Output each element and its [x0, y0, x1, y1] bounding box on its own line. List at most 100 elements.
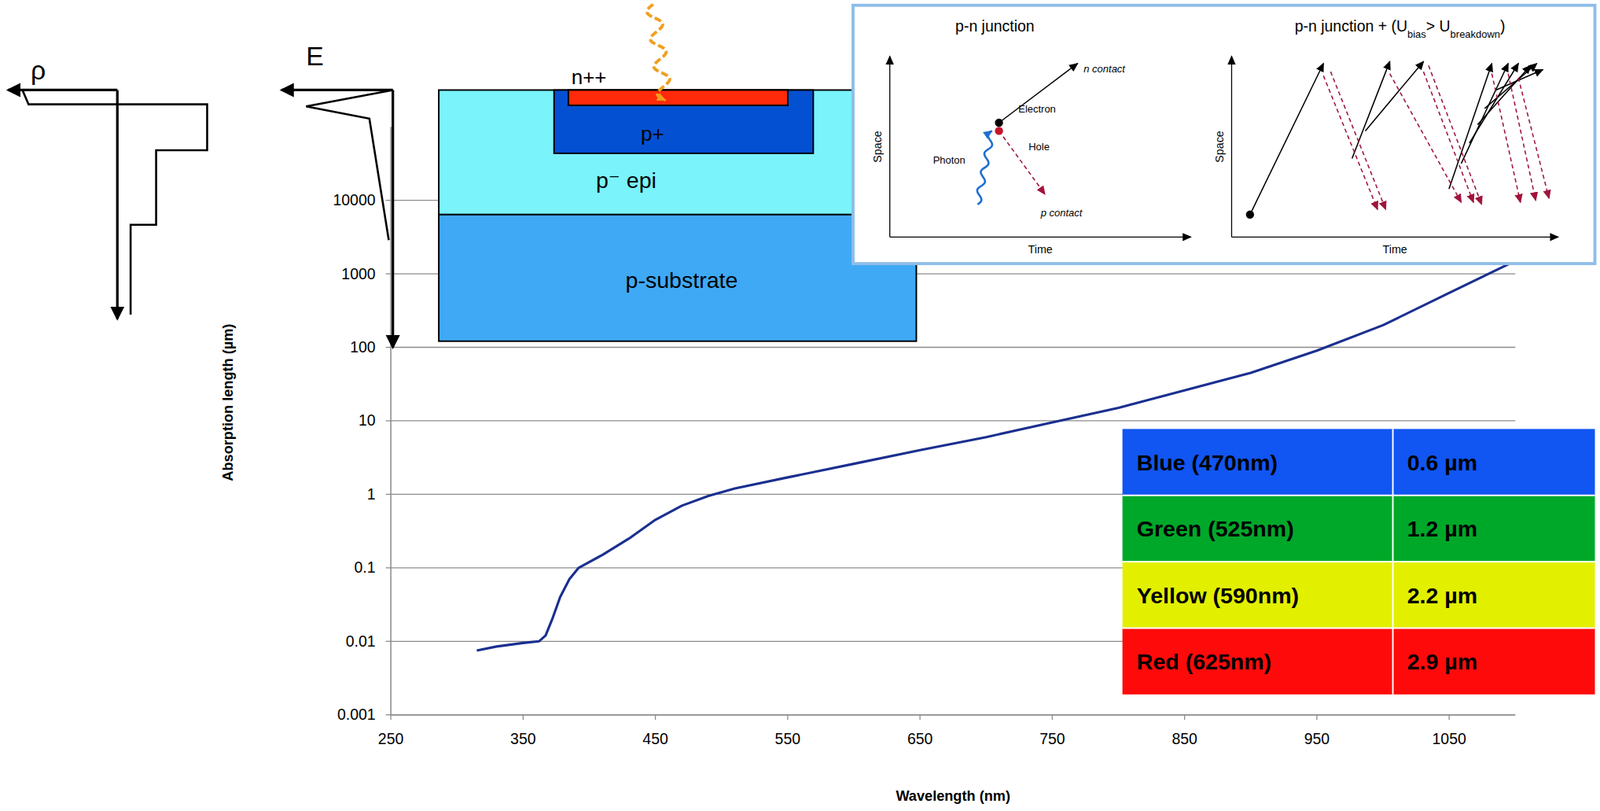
cross-section: n++ p+ p⁻ epi p-substrate [438, 3, 916, 341]
epi-layer [438, 89, 916, 214]
x-tick [787, 714, 788, 720]
y-tick [386, 199, 391, 201]
x-tick-label: 1050 [1432, 729, 1467, 747]
substrate-layer [438, 214, 916, 342]
x-tick-label: 550 [775, 729, 802, 747]
panel-title-part: p-n junction + (U [1294, 17, 1408, 35]
electron-path [999, 63, 1078, 123]
table-row [1122, 428, 1596, 495]
layer-label: p-substrate [625, 267, 739, 293]
x-tick [654, 714, 656, 720]
inset-axis [1231, 236, 1558, 238]
y-tick-label: 10000 [332, 191, 376, 209]
x-axis [390, 713, 1516, 716]
x-tick [1184, 714, 1185, 720]
inset-axis [889, 56, 891, 238]
hole-path [1423, 71, 1474, 203]
inset-frame [853, 5, 1596, 264]
x-tick-label: 450 [642, 729, 669, 747]
table-cell: Blue (470nm) [1136, 449, 1278, 475]
hole-path [1518, 77, 1549, 199]
y-axis [389, 126, 392, 715]
inset-axis-title: Space [871, 130, 884, 163]
rho-axis [116, 89, 119, 319]
y-tick [386, 272, 391, 274]
electron-path [1469, 63, 1519, 144]
y-tick-label: 0.01 [345, 632, 376, 650]
hole [994, 126, 1003, 135]
x-tick-label: 850 [1171, 729, 1198, 747]
grid-line [390, 346, 1516, 348]
electron [994, 118, 1003, 127]
electron-path [1364, 61, 1424, 131]
panel-title-part: bias [1407, 28, 1427, 41]
photon-arrow [977, 130, 993, 204]
table-cell: Red (625nm) [1136, 648, 1272, 674]
x-tick [522, 714, 524, 720]
panel-title: p-n junction + (Ubias> Ubreakdown) [1294, 17, 1506, 41]
panel-title-part: ) [1500, 17, 1505, 35]
layer-label: p⁻ epi [595, 167, 657, 193]
inset: p-n junctionTimeSpacen contactElectronPh… [853, 5, 1596, 264]
y-tick-label: 0.001 [337, 705, 376, 723]
rho-label: ρ [30, 55, 46, 85]
inset-label: Photon [933, 154, 966, 166]
inset-label: Hole [1028, 140, 1050, 153]
p-plus-well [554, 89, 814, 153]
table-row [1122, 561, 1596, 628]
x-tick [1316, 714, 1317, 720]
panel-title-part: breakdown [1450, 28, 1501, 41]
grid-line [390, 713, 1516, 715]
table-separator [1392, 428, 1395, 694]
y-tick-label: 1000 [341, 264, 376, 283]
photon-arrow [647, 3, 670, 100]
layer-label: n++ [571, 66, 607, 89]
field-label: E [305, 40, 324, 71]
table-cell: Green (525nm) [1136, 515, 1295, 541]
table-row [1122, 495, 1596, 562]
x-tick-label: 650 [907, 729, 934, 747]
profiles: ρE [7, 40, 393, 347]
y-tick [386, 493, 391, 495]
hole-path [1390, 73, 1462, 203]
electron-path [1484, 63, 1537, 109]
page: 0.0010.010.11101001000100002503504505506… [0, 0, 1600, 811]
hole-path [1330, 71, 1386, 210]
hole-path [1491, 73, 1520, 203]
rho-axis [7, 88, 118, 92]
table-separator [1122, 626, 1596, 629]
y-axis-title: Absorption length (µm) [220, 323, 236, 482]
x-tick [919, 714, 920, 720]
electron [1246, 210, 1255, 219]
x-tick [1051, 714, 1053, 720]
inset-axis [890, 236, 1192, 238]
x-tick-label: 250 [378, 729, 405, 747]
x-tick [389, 714, 391, 720]
table-cell: Yellow (590nm) [1136, 582, 1299, 608]
electron-path [1250, 63, 1324, 215]
table-cell: 2.2 µm [1407, 582, 1478, 608]
table-separator [1122, 494, 1596, 497]
electron-path [1352, 61, 1391, 159]
field-axis [391, 89, 394, 347]
n-plus-plus-layer [568, 89, 788, 105]
inset-label: p contact [1040, 206, 1084, 219]
inset-axis [1231, 56, 1233, 238]
table-cell: 2.9 µm [1407, 648, 1478, 674]
x-tick-label: 750 [1039, 729, 1066, 747]
y-tick [386, 566, 391, 568]
panel-title: p-n junction [955, 17, 1035, 35]
x-tick-label: 950 [1304, 729, 1331, 747]
layer-label: p+ [640, 122, 665, 145]
grid-line [390, 419, 1516, 421]
inset-label: n contact [1083, 62, 1126, 75]
x-tick-label: 350 [510, 729, 537, 747]
electron-path [1449, 63, 1493, 190]
y-tick-label: 100 [349, 338, 376, 356]
inset-axis-title: Time [1382, 242, 1408, 256]
field-profile [305, 89, 393, 240]
electron-path [1460, 63, 1509, 164]
y-tick-label: 0.1 [354, 558, 376, 576]
y-tick-label: 10 [358, 411, 376, 429]
x-tick [1449, 714, 1450, 720]
